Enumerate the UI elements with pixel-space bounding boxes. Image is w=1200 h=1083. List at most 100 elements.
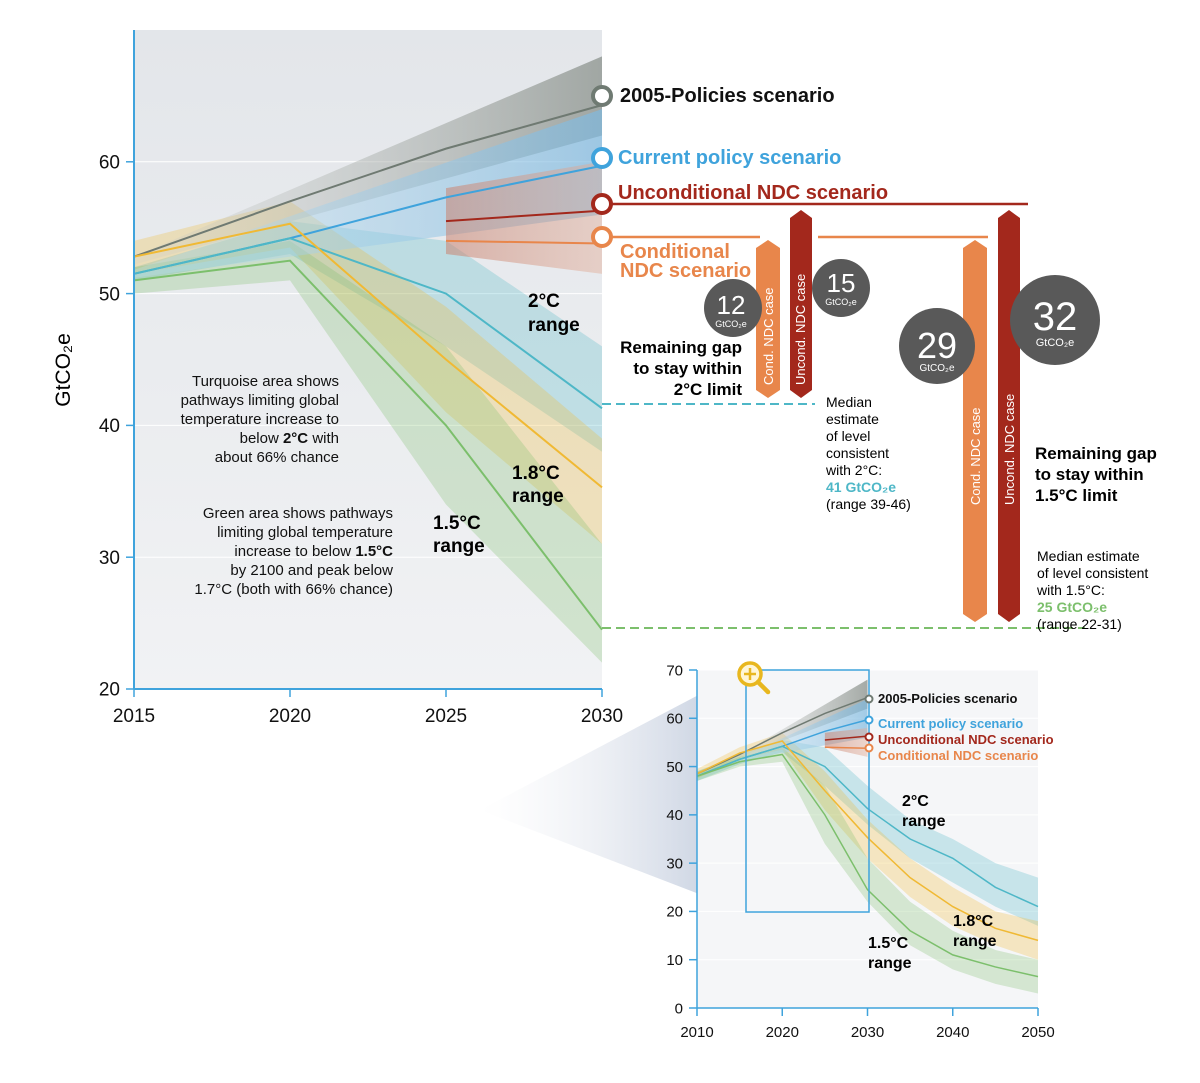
med2-line3: of level [826, 428, 870, 444]
unconditional-line [445, 209, 603, 223]
two_c-band [134, 221, 602, 452]
bubble-15-value: 15 [827, 268, 856, 298]
turquoise-note: Turquoise area shows pathways limiting g… [181, 373, 339, 466]
gap2-line3: 2°C limit [674, 380, 743, 399]
inset-range-15c-1: 1.5°C [868, 935, 909, 952]
scenario-labels: 2005-Policies scenario Current policy sc… [591, 85, 1028, 282]
bubble-15-unit: GtCO₂e [825, 297, 857, 307]
inset-range-labels: 2°C range 1.8°C range 1.5°C range [868, 793, 997, 972]
inset-range-2c-2: range [902, 813, 946, 830]
turq-line4: below 2°C with [240, 430, 339, 447]
cond-label-line2: NDC scenario [620, 260, 751, 282]
inset-range-18c-2: range [953, 933, 997, 950]
x-tick-label: 2010 [680, 1024, 713, 1041]
range-2c-label-1: 2°C [528, 291, 560, 312]
y-tick-label: 20 [666, 904, 683, 921]
inset-series-lines [696, 696, 1039, 978]
med2-line4: consistent [826, 445, 889, 461]
gap2-line2: to stay within [633, 359, 742, 378]
current-marker [591, 147, 613, 169]
gap-bar-2c-uncond-label: Uncond. NDC case [793, 274, 808, 385]
gap-bar-2c-cond-label: Cond. NDC case [761, 287, 776, 385]
conditional-line [445, 239, 603, 245]
gap15-line1: Remaining gap [1035, 444, 1157, 463]
y-tick-label: 60 [666, 711, 683, 728]
y-tick-label: 20 [99, 680, 120, 701]
inset-uncond-marker [864, 732, 874, 742]
range-2c-label-2: range [528, 315, 580, 336]
bubble-12-value: 12 [717, 290, 746, 320]
inset-range-18c-1: 1.8°C [953, 913, 994, 930]
green-note: Green area shows pathways limiting globa… [194, 505, 393, 598]
current-uncertainty-fan [134, 109, 602, 278]
one5_c-band [134, 240, 602, 663]
unconditional-line [824, 735, 868, 741]
policies2005-line [696, 696, 868, 775]
one5_c-line [133, 259, 603, 631]
y-tick-label: 50 [99, 284, 120, 305]
x-tick-label: 2030 [851, 1024, 884, 1041]
gap-bar-2c-uncond [790, 210, 812, 398]
one8_c-line [133, 222, 603, 489]
green-line3a: increase to below [234, 543, 355, 560]
cond-label-line1: Conditional [620, 241, 730, 263]
y-tick-label: 10 [666, 952, 683, 969]
inset-current-fan [739, 698, 868, 761]
med2-line5: with 2°C: [825, 462, 882, 478]
gap-2c-annotation: Remaining gap to stay within 2°C limit [620, 338, 742, 399]
turq-line3: temperature increase to [181, 411, 339, 428]
y-tick-label: 60 [99, 152, 120, 173]
green-line3: increase to below 1.5°C [234, 543, 393, 560]
green-line2: limiting global temperature [217, 524, 393, 541]
turq-line1: Turquoise area shows [192, 373, 339, 390]
zoom-in-icon [737, 661, 771, 695]
uncond-marker [591, 193, 613, 215]
x-tick-label: 2015 [113, 706, 155, 727]
range-15c-label-2: range [433, 536, 485, 557]
med15-line5: (range 22-31) [1037, 616, 1122, 632]
inset-range-2c-1: 2°C [902, 793, 929, 810]
inset-cond-marker [864, 743, 874, 753]
bubble-32-value: 32 [1033, 295, 1078, 339]
uncond-label: Unconditional NDC scenario [618, 182, 888, 204]
turq-line4a: below [240, 430, 283, 447]
turq-line2: pathways limiting global [181, 392, 339, 409]
two_c-line [133, 237, 603, 410]
one5_c-line [696, 753, 1039, 978]
main-y-axis-label: GtCO₂e [52, 333, 75, 407]
inset-range-15c-2: range [868, 955, 912, 972]
range-15c-label-1: 1.5°C [433, 513, 481, 534]
bubble-29-value: 29 [917, 325, 957, 366]
green-line3b: 1.5°C [355, 543, 393, 560]
main-series-lines [133, 104, 603, 631]
bubble-29-unit: GtCO₂e [920, 363, 955, 374]
inset-cond-label: Conditional NDC scenario [878, 748, 1038, 763]
y-tick-label: 70 [666, 662, 683, 679]
y-tick-label: 40 [99, 416, 120, 437]
x-tick-label: 2020 [766, 1024, 799, 1041]
policies-uncertainty-fan [134, 56, 602, 265]
one8_c-band [134, 201, 602, 545]
med15-line3: with 1.5°C: [1036, 582, 1105, 598]
y-tick-label: 30 [666, 855, 683, 872]
cond-marker [591, 226, 613, 248]
x-tick-label: 2025 [425, 706, 467, 727]
gap-bar-2c-cond [756, 240, 780, 398]
policies2005-line [133, 104, 603, 258]
x-tick-label: 2040 [936, 1024, 969, 1041]
inset-policies-label: 2005-Policies scenario [878, 691, 1018, 706]
med15-line1: Median estimate [1037, 548, 1140, 564]
two_c-band [697, 740, 1038, 926]
gap15-line2: to stay within [1035, 465, 1144, 484]
bubble-15 [812, 259, 870, 317]
conditional-line [824, 746, 868, 749]
y-tick-label: 50 [666, 759, 683, 776]
policies-marker [591, 85, 613, 107]
gap2-line1: Remaining gap [620, 338, 742, 357]
median-15c-annotation: Median estimate of level consistent with… [1036, 548, 1148, 632]
turq-line5: about 66% chance [215, 449, 339, 466]
range-18c-label-2: range [512, 486, 564, 507]
